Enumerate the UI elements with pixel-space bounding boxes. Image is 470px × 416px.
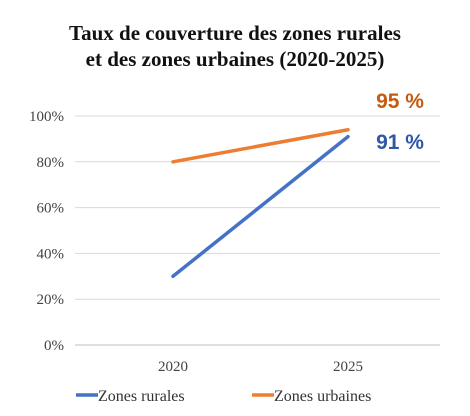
y-tick-label: 80% — [37, 155, 65, 171]
x-axis-ticks: 2020 2025 — [158, 359, 363, 375]
x-tick-label: 2025 — [333, 359, 363, 375]
series-line — [171, 127, 350, 164]
series-lines — [171, 127, 350, 279]
chart-title-line-2: et des zones urbaines (2020-2025) — [86, 47, 385, 71]
series-line — [171, 134, 350, 279]
gridlines — [75, 115, 440, 346]
legend-label: Zones rurales — [98, 388, 185, 405]
y-tick-label: 60% — [37, 201, 65, 217]
y-tick-label: 20% — [37, 292, 65, 308]
end-labels: 91 % 95 % — [376, 90, 424, 154]
y-tick-label: 100% — [29, 109, 64, 125]
legend-label: Zones urbaines — [274, 388, 371, 405]
end-data-label: 91 % — [376, 131, 424, 154]
y-axis-ticks: 0% 20% 40% 60% 80% 100% — [29, 109, 64, 354]
y-tick-label: 40% — [37, 246, 65, 262]
chart-title-line-1: Taux de couverture des zones rurales — [69, 21, 401, 45]
legend: Zones rurales Zones urbaines — [76, 388, 371, 405]
y-tick-label: 0% — [44, 338, 64, 354]
end-data-label: 95 % — [376, 90, 424, 113]
x-tick-label: 2020 — [158, 359, 188, 375]
